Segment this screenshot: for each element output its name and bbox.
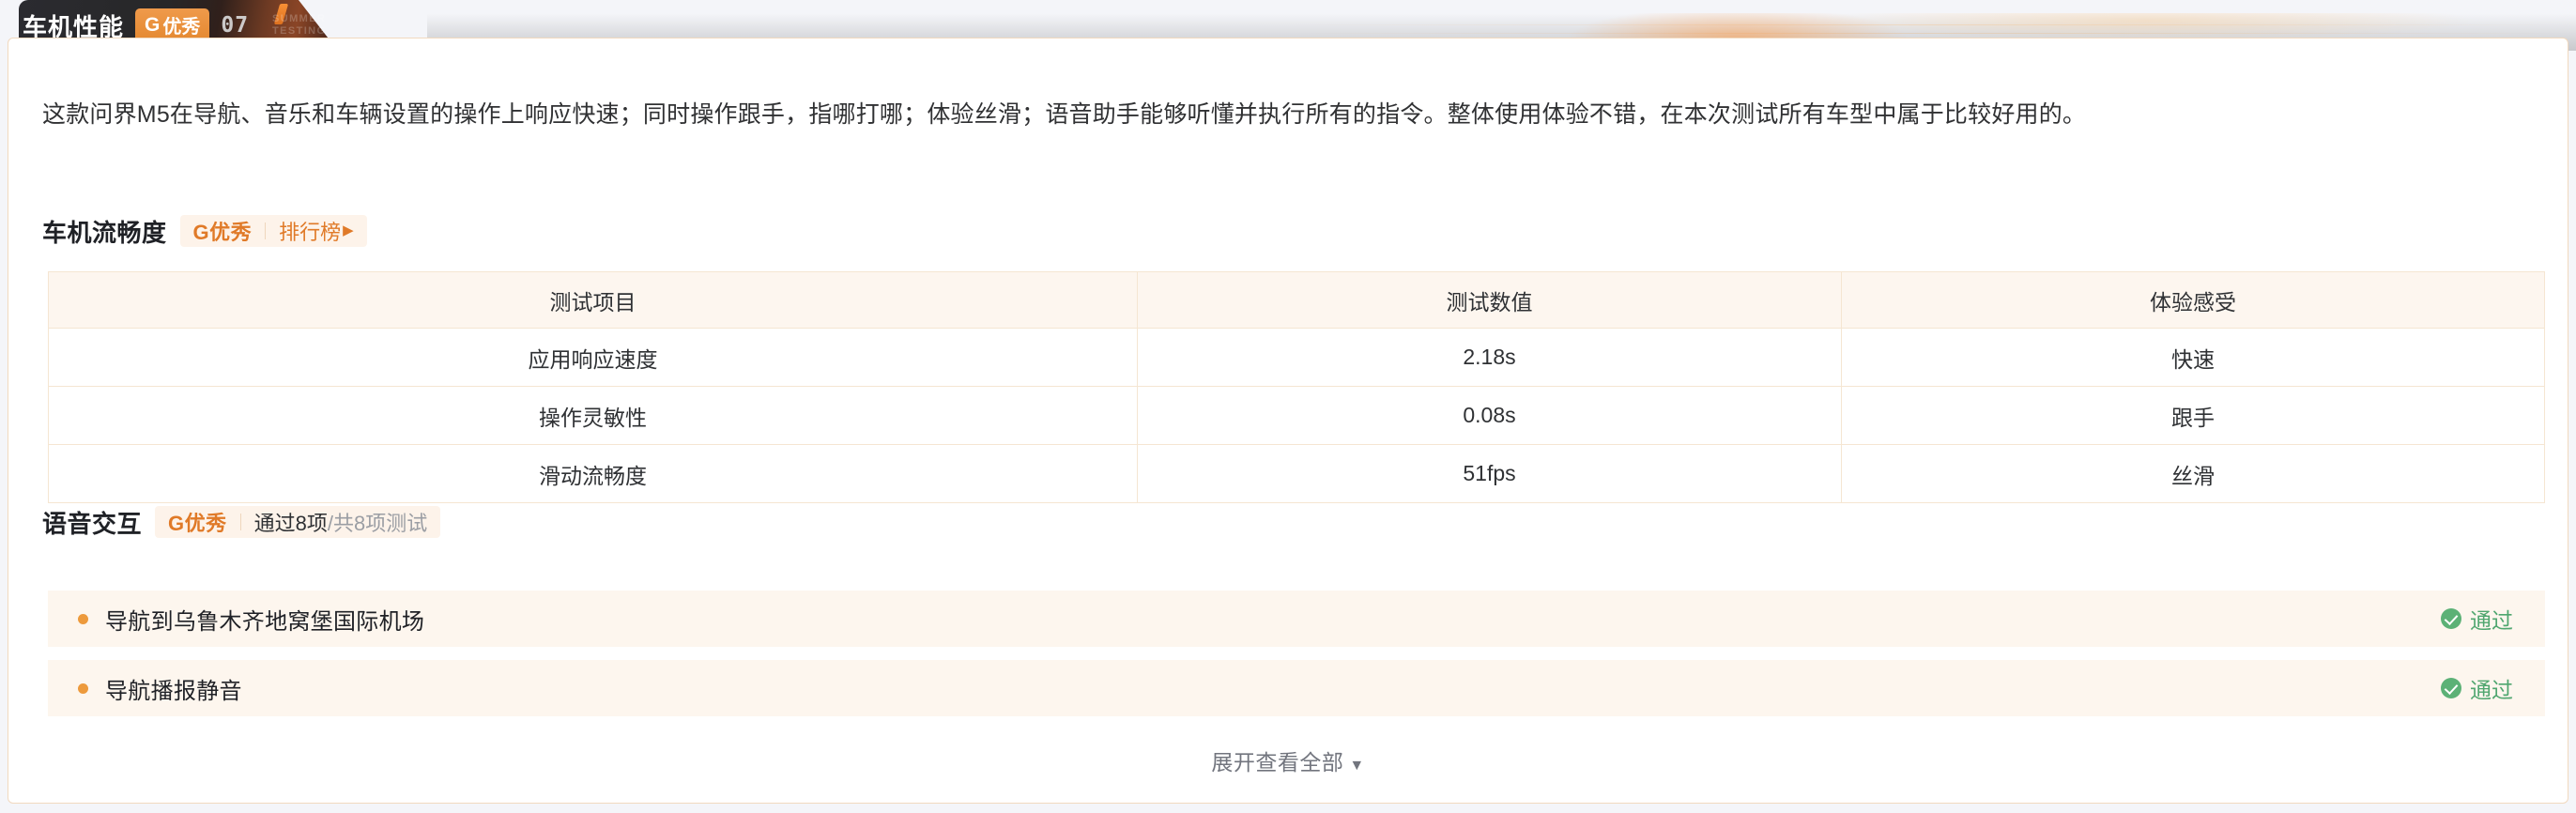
list-item-label: 导航播报静音: [105, 678, 242, 704]
expand-all-button[interactable]: 展开查看全部 ▼: [8, 744, 2568, 776]
banner-section-number: 07: [221, 13, 250, 38]
table-cell-value: 0.08s: [1137, 386, 1842, 445]
expand-all-label: 展开查看全部: [1211, 750, 1344, 775]
voice-section-header: 语音交互 G优秀 通过8项/共8项测试: [42, 506, 441, 538]
voice-passed: 通过8项: [253, 511, 328, 535]
check-circle-icon: [2441, 678, 2461, 698]
chevron-right-icon: ▶: [343, 222, 354, 238]
table-header-cell: 测试数值: [1137, 271, 1842, 329]
voice-pass-count: 通过8项/共8项测试: [254, 507, 428, 537]
status-badge: 通过: [2441, 603, 2513, 635]
content-card: 这款问界M5在导航、音乐和车辆设置的操作上响应快速；同时操作跟手，指哪打哪；体验…: [8, 38, 2568, 804]
table-row: 操作灵敏性 0.08s 跟手: [48, 386, 2545, 445]
voice-grade: G优秀: [168, 507, 227, 537]
table-row: 滑动流畅度 51fps 丝滑: [48, 444, 2545, 503]
list-item-label: 导航到乌鲁木齐地窝堡国际机场: [105, 608, 425, 635]
banner-subtitle: SUMMER TESTING: [272, 13, 327, 37]
fluency-table: 测试项目 测试数值 体验感受 应用响应速度 2.18s 快速 操作灵敏性 0.0…: [48, 271, 2545, 503]
ranking-link[interactable]: 排行榜 ▶: [279, 216, 354, 246]
check-circle-icon: [2441, 608, 2461, 629]
grade-letter: G: [192, 220, 210, 244]
table-cell-feel: 跟手: [1841, 386, 2545, 445]
table-header-row: 测试项目 测试数值 体验感受: [48, 271, 2545, 329]
table-cell-feel: 快速: [1841, 328, 2545, 387]
bullet-icon: [78, 683, 88, 694]
voice-test-list: 导航到乌鲁木齐地窝堡国际机场 通过 导航播报静音 通过: [48, 591, 2545, 716]
table-cell-item: 应用响应速度: [48, 328, 1138, 387]
status-badge: 通过: [2441, 672, 2513, 704]
table-cell-item: 滑动流畅度: [48, 444, 1138, 503]
fluency-badge-pill: G优秀 排行榜 ▶: [179, 215, 367, 247]
chevron-down-icon: ▼: [1349, 758, 1365, 774]
status-label: 通过: [2470, 678, 2513, 702]
banner-streak: [1286, 33, 2576, 34]
grade-text: 优秀: [184, 511, 227, 535]
list-item[interactable]: 导航到乌鲁木齐地窝堡国际机场 通过: [48, 591, 2545, 647]
table-cell-item: 操作灵敏性: [48, 386, 1138, 445]
table-cell-value: 2.18s: [1137, 328, 1842, 387]
pill-divider: [239, 513, 241, 530]
table-cell-value: 51fps: [1137, 444, 1842, 503]
bullet-icon: [78, 613, 88, 624]
status-label: 通过: [2470, 608, 2513, 633]
list-item[interactable]: 导航播报静音 通过: [48, 660, 2545, 716]
banner-streak: [1286, 24, 2576, 25]
pill-divider: [265, 222, 267, 239]
grade-text: 优秀: [162, 17, 201, 38]
fluency-grade: G优秀: [193, 216, 253, 246]
voice-total: /共8项测试: [327, 511, 428, 535]
voice-title: 语音交互: [42, 509, 143, 538]
grade-letter: G: [145, 13, 161, 36]
banner-tab-content: 车机性能 G 优秀 07: [23, 0, 249, 51]
fluency-title: 车机流畅度: [42, 218, 167, 247]
fluency-section-header: 车机流畅度 G优秀 排行榜 ▶: [42, 215, 367, 247]
voice-badge-pill: G优秀 通过8项/共8项测试: [155, 506, 441, 538]
intro-paragraph: 这款问界M5在导航、音乐和车辆设置的操作上响应快速；同时操作跟手，指哪打哪；体验…: [42, 101, 2087, 128]
ranking-link-label: 排行榜: [279, 220, 342, 244]
list-spacer: [48, 647, 2545, 660]
table-row: 应用响应速度 2.18s 快速: [48, 328, 2545, 387]
table-header-cell: 测试项目: [48, 271, 1138, 329]
grade-text: 优秀: [209, 220, 253, 244]
grade-letter: G: [168, 511, 185, 535]
table-cell-feel: 丝滑: [1841, 444, 2545, 503]
banner-grade-badge: G 优秀: [135, 8, 210, 42]
banner-tab-title: 车机性能: [23, 12, 125, 41]
table-header-cell: 体验感受: [1841, 271, 2545, 329]
